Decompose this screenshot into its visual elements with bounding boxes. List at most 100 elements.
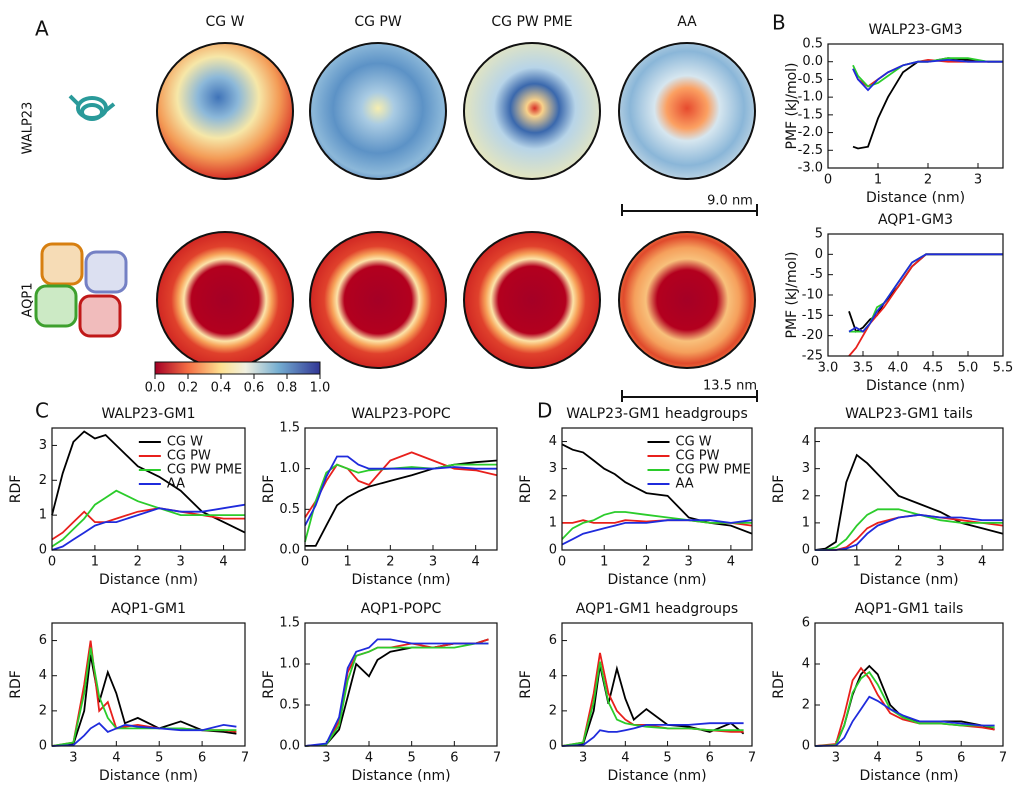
x-tick-label: 2 [894, 555, 902, 570]
heatmap [157, 43, 293, 179]
y-tick-label: -2.0 [798, 125, 823, 140]
data-line [853, 58, 1003, 148]
y-tick-label: 3 [802, 461, 810, 476]
y-tick-label: -5 [810, 267, 823, 282]
data-line [562, 662, 744, 746]
x-tick-label: 6 [450, 751, 458, 766]
y-tick-label: 6 [39, 633, 47, 648]
y-tick-label: -2.5 [798, 143, 823, 158]
molecule-walp23 [70, 96, 114, 119]
y-tick-label: -1.5 [798, 107, 823, 122]
row-label: WALP23 [21, 102, 36, 155]
y-axis-label: RDF [261, 475, 277, 504]
y-tick-label: 4 [39, 668, 47, 683]
x-tick-label: 7 [241, 751, 249, 766]
plot-frame [828, 234, 1003, 356]
x-tick-label: 4 [727, 555, 735, 570]
column-label: CG PW [354, 14, 402, 30]
data-line [853, 60, 1003, 90]
data-line [52, 505, 245, 550]
plot-frame [52, 428, 245, 550]
x-tick-label: 3 [322, 751, 330, 766]
legend-label: CG PW PME [167, 463, 242, 478]
y-tick-label: 0.5 [279, 502, 300, 517]
y-tick-label: -20 [802, 328, 823, 343]
y-tick-label: 2 [549, 703, 557, 718]
y-tick-label: -10 [802, 288, 823, 303]
y-tick-label: 4 [549, 434, 557, 449]
y-axis-label: RDF [261, 670, 277, 699]
chart-title: AQP1-GM1 tails [855, 601, 964, 617]
x-tick-label: 0 [558, 555, 566, 570]
legend-label: CG W [676, 435, 712, 450]
y-tick-label: 2 [802, 698, 810, 713]
x-tick-label: 5 [155, 751, 163, 766]
heatmap [619, 232, 755, 368]
panel-label: A [35, 17, 49, 41]
y-axis-label: RDF [518, 670, 534, 699]
data-line [562, 665, 744, 746]
panel-label: D [537, 399, 552, 423]
y-tick-label: 0.5 [279, 698, 300, 713]
x-tick-label: 4.0 [888, 361, 909, 376]
data-line [815, 515, 1003, 550]
x-axis-label: Distance (nm) [99, 572, 198, 588]
y-tick-label: -0.5 [798, 72, 823, 87]
y-tick-label: 4 [549, 668, 557, 683]
x-tick-label: 3 [177, 555, 185, 570]
plot-frame [305, 428, 497, 550]
x-tick-label: 3 [936, 555, 944, 570]
legend-label: CG PW [167, 449, 211, 464]
x-tick-label: 5.0 [958, 361, 979, 376]
x-tick-label: 0 [301, 555, 309, 570]
y-tick-label: 3 [39, 438, 47, 453]
figure: 9.0 nm 13.5 nm A B C D CG W CG PW CG PW … [0, 0, 1017, 788]
y-tick-label: 1.5 [279, 616, 300, 631]
y-tick-label: 1.0 [279, 461, 300, 476]
row-label: AQP1 [21, 282, 36, 317]
y-tick-label: 4 [802, 434, 810, 449]
colorbar-tick-label: 1.0 [310, 381, 331, 396]
y-axis-label: RDF [771, 475, 787, 504]
x-tick-label: 7 [748, 751, 756, 766]
x-tick-label: 3 [69, 751, 77, 766]
x-tick-label: 2 [924, 173, 932, 188]
heatmap [619, 43, 755, 179]
data-line [849, 254, 1003, 331]
colorbar-tick-label: 0.8 [277, 381, 298, 396]
legend-label: CG PW PME [676, 463, 751, 478]
y-tick-label: 1.0 [279, 657, 300, 672]
x-tick-label: 1 [874, 173, 882, 188]
heatmap [464, 43, 600, 179]
x-tick-label: 4.5 [923, 361, 944, 376]
chart-title: AQP1-GM3 [878, 212, 953, 228]
x-tick-label: 4 [621, 751, 629, 766]
data-line [562, 653, 744, 746]
chart-title: WALP23-POPC [351, 406, 451, 422]
colorbar [155, 362, 320, 374]
heatmap [157, 232, 293, 368]
x-tick-label: 4 [978, 555, 986, 570]
x-tick-label: 3 [685, 555, 693, 570]
data-line [815, 672, 995, 746]
chart-title: WALP23-GM3 [868, 22, 962, 38]
y-tick-label: 6 [802, 616, 810, 631]
x-tick-label: 3 [429, 555, 437, 570]
y-axis-label: RDF [771, 670, 787, 699]
y-tick-label: 0 [549, 739, 557, 754]
scale-bar-label: 9.0 nm [707, 194, 753, 209]
y-tick-label: -3.0 [798, 161, 823, 176]
x-tick-label: 2 [134, 555, 142, 570]
x-tick-label: 4 [472, 555, 480, 570]
y-axis-label: RDF [8, 475, 24, 504]
legend-label: AA [676, 477, 694, 492]
heatmap [310, 43, 446, 179]
y-tick-label: 0 [802, 739, 810, 754]
x-tick-label: 7 [999, 751, 1007, 766]
y-tick-label: 3 [549, 461, 557, 476]
panel-label: B [772, 11, 786, 35]
x-axis-label: Distance (nm) [859, 768, 958, 784]
colorbar-tick-label: 0.2 [178, 381, 199, 396]
x-tick-label: 0 [811, 555, 819, 570]
x-tick-label: 5 [915, 751, 923, 766]
